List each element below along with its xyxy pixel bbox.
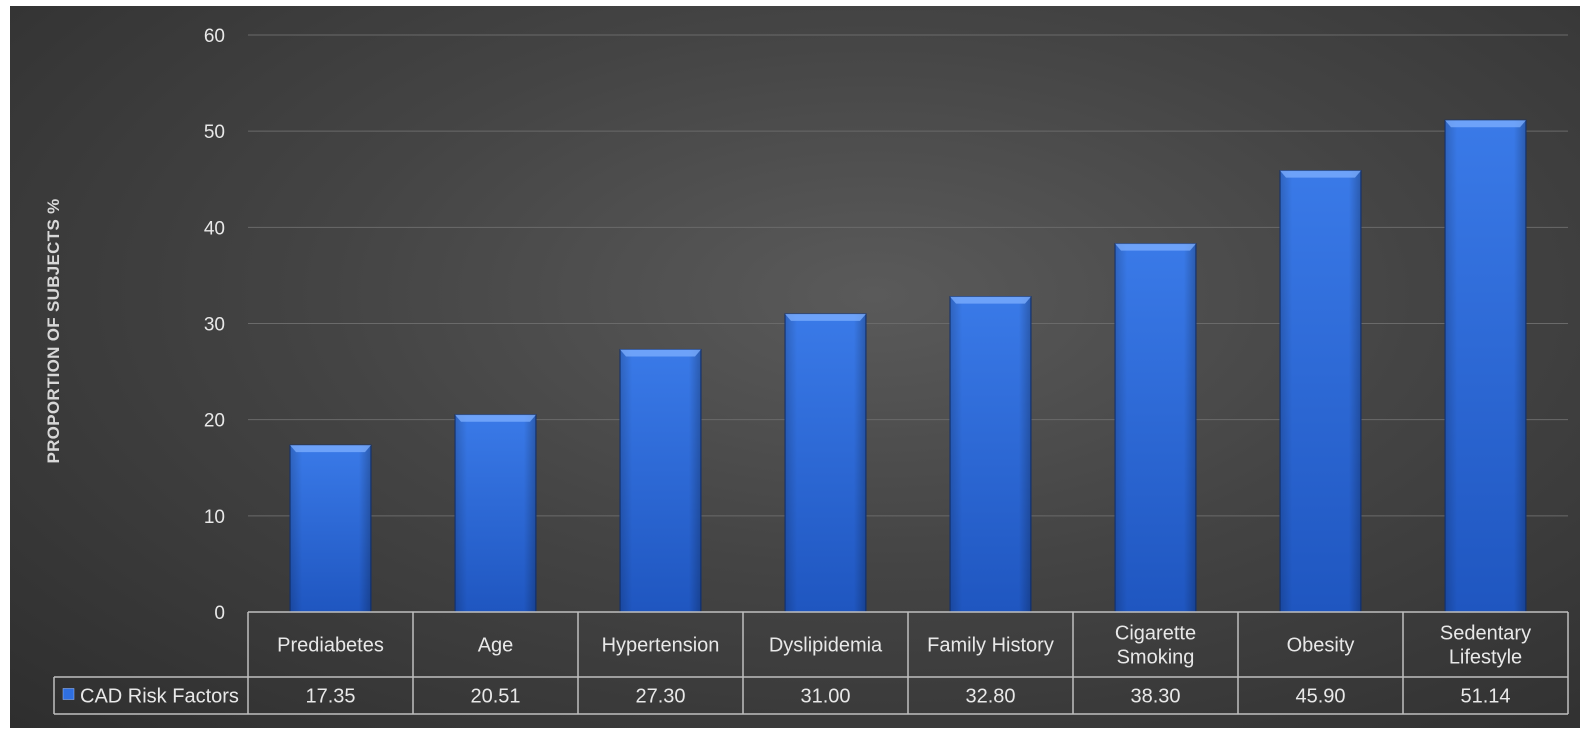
- x-category-label: Prediabetes: [277, 635, 384, 657]
- x-category-label: Hypertension: [602, 635, 720, 657]
- x-category-label: Smoking: [1117, 647, 1195, 669]
- x-category-label: Obesity: [1287, 635, 1355, 657]
- y-tick-label: 40: [204, 218, 225, 239]
- y-tick-label: 50: [204, 122, 225, 143]
- y-tick-label: 60: [204, 26, 225, 47]
- x-category-label: Lifestyle: [1449, 647, 1522, 669]
- x-category-label: Cigarette: [1115, 623, 1196, 645]
- bar-bevel: [785, 313, 866, 321]
- data-table-value: 17.35: [305, 686, 355, 708]
- bar-bevel: [290, 445, 371, 453]
- bar-chart: 0 10 20 30 40 50 60 Prediabetes Age Hypertension D…: [53, 26, 1569, 715]
- bar-bevel: [1445, 120, 1526, 128]
- bar-shade: [290, 445, 371, 612]
- data-table-value: 51.14: [1460, 686, 1510, 708]
- bar-shade: [785, 313, 866, 612]
- data-table-value: 45.90: [1295, 686, 1345, 708]
- x-category-label: Age: [478, 635, 514, 657]
- bar-shade: [455, 414, 536, 612]
- data-table-value: 38.30: [1130, 686, 1180, 708]
- data-table-value: 27.30: [635, 686, 685, 708]
- data-table-value: 31.00: [800, 686, 850, 708]
- y-tick-label: 20: [204, 411, 225, 432]
- y-tick-label: 0: [214, 603, 225, 624]
- x-category-label: Family History: [927, 635, 1054, 657]
- bar-bevel: [1280, 170, 1361, 178]
- bar-shade: [1115, 243, 1196, 612]
- bar-bevel: [620, 349, 701, 357]
- bar-shade: [1280, 170, 1361, 612]
- data-table-value: 20.51: [470, 686, 520, 708]
- y-tick-label: 10: [204, 507, 225, 528]
- legend-series-name: CAD Risk Factors: [80, 686, 239, 708]
- bar-shade: [1445, 120, 1526, 612]
- bar-bevel: [950, 296, 1031, 304]
- bar-bevel: [1115, 243, 1196, 251]
- data-table-value: 32.80: [965, 686, 1015, 708]
- x-category-label: Dyslipidemia: [769, 635, 883, 657]
- bar-shade: [620, 349, 701, 612]
- x-category-label: Sedentary: [1440, 623, 1531, 645]
- chart-area: PROPORTION OF SUBJECTS % 0 10 20 30 40 50 60 Pr…: [10, 6, 1580, 728]
- y-tick-label: 30: [204, 315, 225, 336]
- bar-shade: [950, 296, 1031, 612]
- bar-bevel: [455, 414, 536, 422]
- legend-key: [62, 688, 75, 700]
